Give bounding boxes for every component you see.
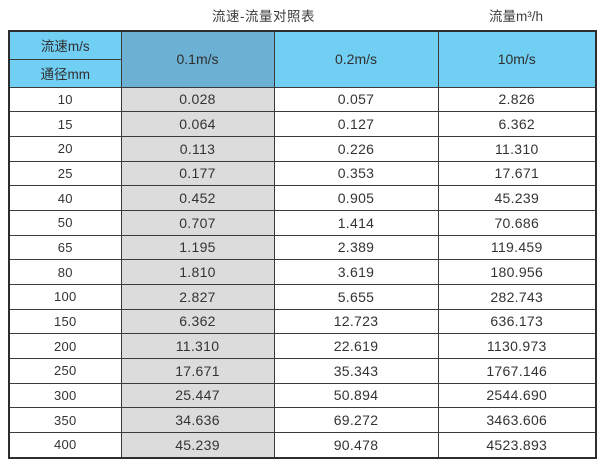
flow-0-1-cell: 11.310 [120,333,275,359]
table-row: 100 2.827 5.655 282.743 [8,283,597,310]
header-row-top: 流速m/s 0.1m/s 0.2m/s 10m/s [8,30,597,88]
flow-0-1-cell: 45.239 [120,431,275,459]
col-header-10ms: 10m/s [437,30,597,88]
flow-0-2-cell: 12.723 [273,308,439,335]
table-row: 350 34.636 69.272 3463.606 [8,407,597,433]
diameter-cell: 20 [8,135,122,162]
flow-0-1-cell: 0.707 [120,209,275,236]
flow-10-cell: 70.686 [437,209,597,236]
flow-0-1-cell: 0.177 [120,160,275,187]
flow-10-cell: 11.310 [437,135,597,162]
col-header-0-1ms: 0.1m/s [120,30,275,88]
flow-0-1-cell: 0.113 [120,135,275,162]
diameter-cell: 50 [8,209,122,236]
flow-10-cell: 1130.973 [437,333,597,359]
table-row: 200 11.310 22.619 1130.973 [8,333,597,359]
flow-10-cell: 636.173 [437,308,597,335]
diameter-cell: 100 [8,283,122,310]
diameter-cell: 15 [8,111,122,137]
flow-0-1-cell: 17.671 [120,357,275,384]
table-row: 20 0.113 0.226 11.310 [8,135,597,162]
flow-0-2-cell: 0.057 [273,86,439,113]
flow-table-body: 10 0.028 0.057 2.826 15 0.064 0.127 6.362 20 0.11… [8,86,597,459]
flow-0-1-cell: 34.636 [120,407,275,433]
table-row: 400 45.239 90.478 4523.893 [8,431,597,459]
flow-0-1-cell: 0.028 [120,86,275,113]
flow-0-2-cell: 5.655 [273,283,439,310]
col-header-0-2ms: 0.2m/s [273,30,439,88]
flow-10-cell: 17.671 [437,160,597,187]
flow-0-2-cell: 35.343 [273,357,439,384]
flow-10-cell: 4523.893 [437,431,597,459]
table-row: 10 0.028 0.057 2.826 [8,86,597,113]
flow-0-2-cell: 69.272 [273,407,439,433]
flow-0-2-cell: 0.226 [273,135,439,162]
flow-0-2-cell: 22.619 [273,333,439,359]
flow-table: 流速m/s 0.1m/s 0.2m/s 10m/s 通径mm 10 0.028 0.… [8,30,597,459]
diameter-cell: 400 [8,431,122,459]
table-row: 150 6.362 12.723 636.173 [8,308,597,335]
diameter-cell: 40 [8,185,122,211]
diameter-cell: 25 [8,160,122,187]
flow-10-cell: 45.239 [437,185,597,211]
flow-10-cell: 3463.606 [437,407,597,433]
diameter-cell: 10 [8,86,122,113]
table-header: 流速m/s 0.1m/s 0.2m/s 10m/s 通径mm [8,30,597,88]
table-row: 65 1.195 2.389 119.459 [8,234,597,261]
table-row: 250 17.671 35.343 1767.146 [8,357,597,384]
table-title: 流速-流量对照表 [212,9,315,24]
flow-0-2-cell: 0.905 [273,185,439,211]
flow-10-cell: 2544.690 [437,382,597,409]
table-row: 25 0.177 0.353 17.671 [8,160,597,187]
diameter-cell: 300 [8,382,122,409]
diameter-cell: 150 [8,308,122,335]
diameter-cell: 350 [8,407,122,433]
table-row: 15 0.064 0.127 6.362 [8,111,597,137]
flow-10-cell: 1767.146 [437,357,597,384]
diameter-cell: 250 [8,357,122,384]
flow-0-1-cell: 0.452 [120,185,275,211]
flow-0-2-cell: 2.389 [273,234,439,261]
flow-10-cell: 119.459 [437,234,597,261]
flow-0-2-cell: 0.353 [273,160,439,187]
table-row: 80 1.810 3.619 180.956 [8,259,597,285]
flow-0-1-cell: 6.362 [120,308,275,335]
flow-unit-label: 流量m³/h [489,9,543,24]
diameter-cell: 80 [8,259,122,285]
flow-0-2-cell: 1.414 [273,209,439,236]
diameter-cell: 65 [8,234,122,261]
flow-10-cell: 6.362 [437,111,597,137]
flow-10-cell: 180.956 [437,259,597,285]
flow-0-2-cell: 50.894 [273,382,439,409]
velocity-unit-header: 流速m/s [8,30,122,60]
header-row-bottom: 通径mm [8,58,596,88]
table-row: 300 25.447 50.894 2544.690 [8,382,597,409]
flow-0-1-cell: 1.810 [120,259,275,285]
flow-0-1-cell: 1.195 [120,234,275,261]
flow-0-1-cell: 2.827 [120,283,275,310]
flow-0-1-cell: 25.447 [120,382,275,409]
flow-10-cell: 2.826 [437,86,597,113]
diameter-unit-header: 通径mm [8,58,122,88]
flow-0-2-cell: 90.478 [273,431,439,459]
flow-0-2-cell: 0.127 [273,111,439,137]
flow-0-2-cell: 3.619 [273,259,439,285]
flow-0-1-cell: 0.064 [120,111,275,137]
diameter-cell: 200 [8,333,122,359]
table-row: 50 0.707 1.414 70.686 [8,209,597,236]
flow-10-cell: 282.743 [437,283,597,310]
table-row: 40 0.452 0.905 45.239 [8,185,597,211]
